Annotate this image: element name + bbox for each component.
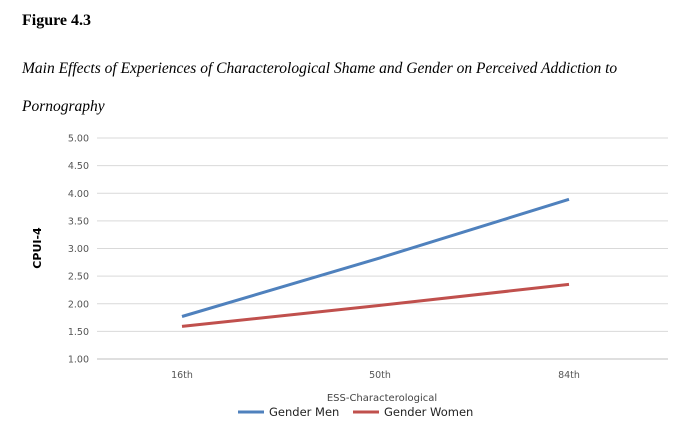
x-tick-label: 50th [369,370,391,381]
y-tick-label: 2.00 [68,299,89,310]
y-tick-label: 2.50 [68,272,89,283]
x-tick-labels: 16th 50th 84th [171,370,580,381]
series-lines [181,197,570,328]
y-tick-label: 4.50 [68,161,89,172]
y-tick-label: 5.00 [68,134,89,145]
legend-label: Gender Men [269,405,339,419]
y-tick-labels: 1.00 1.50 2.00 2.50 3.00 3.50 4.00 4.50 5.00 [68,134,89,366]
series-line [181,282,570,328]
y-tick-label: 1.00 [68,355,89,366]
x-axis-label: ESS-Characterological [327,393,437,404]
figure-title: Main Effects of Experiences of Character… [22,60,618,115]
y-tick-label: 1.50 [68,327,89,338]
y-tick-label: 3.00 [68,244,89,255]
x-tick-label: 16th [171,370,193,381]
gridlines [97,137,668,360]
legend: Gender Men Gender Women [238,405,473,419]
figure-label: Figure 4.3 [22,12,92,29]
y-tick-label: 4.00 [68,189,89,200]
legend-label: Gender Women [384,405,473,419]
series-line [181,197,570,318]
y-tick-label: 3.50 [68,216,89,227]
y-axis-label: CPUI-4 [31,227,44,269]
x-tick-label: 84th [558,370,580,381]
